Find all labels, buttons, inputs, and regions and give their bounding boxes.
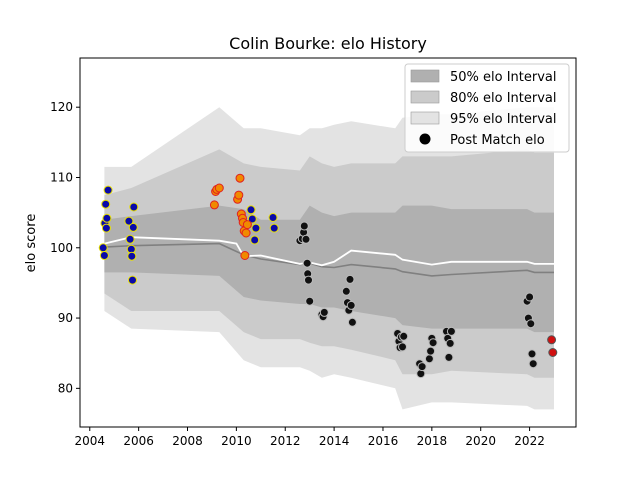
post-match-point <box>209 200 219 210</box>
y-tick-label: 120 <box>50 100 73 114</box>
post-match-point <box>128 275 137 285</box>
chart-title: Colin Bourke: elo History <box>229 34 427 53</box>
legend-swatch-points <box>419 133 431 145</box>
post-match-point <box>341 286 351 296</box>
post-match-point <box>240 251 250 260</box>
post-match-point <box>99 251 109 260</box>
post-match-point <box>446 326 456 336</box>
legend-swatch-band80 <box>410 90 440 104</box>
legend-label-points: Post Match elo <box>450 133 545 148</box>
post-match-point <box>424 354 434 364</box>
y-axis-ticks: 80 90 100 110 120 <box>50 100 80 395</box>
post-match-point <box>302 258 312 268</box>
post-match-point <box>241 228 251 238</box>
post-match-point <box>428 338 438 348</box>
post-match-point <box>234 190 244 200</box>
x-axis-ticks: 2004 2006 2008 2010 2012 2014 2016 2018 2020 2022 <box>74 427 545 448</box>
post-match-point <box>345 274 355 284</box>
post-match-point <box>242 220 252 230</box>
x-tick-label: 2022 <box>514 434 545 448</box>
x-tick-label: 2018 <box>417 434 448 448</box>
post-match-point <box>235 173 245 183</box>
post-match-point <box>347 317 357 327</box>
y-tick-label: 80 <box>58 381 73 395</box>
elo-lines <box>104 236 554 277</box>
post-match-point <box>129 202 139 212</box>
post-match-point <box>346 300 356 310</box>
post-match-point <box>269 223 279 233</box>
post-match-point <box>527 349 537 359</box>
band-50-interval <box>104 205 555 333</box>
post-match-point <box>299 221 309 231</box>
legend-label-band80: 80% elo Interval <box>450 91 557 106</box>
post-match-point <box>127 251 137 261</box>
post-match-point <box>251 223 261 233</box>
post-match-point <box>128 222 138 232</box>
x-tick-label: 2004 <box>74 434 105 448</box>
post-match-point <box>246 205 256 215</box>
y-tick-label: 90 <box>58 311 73 325</box>
mean-elo-line <box>104 236 554 267</box>
x-tick-label: 2012 <box>270 434 301 448</box>
post-match-point <box>301 234 311 244</box>
post-match-point <box>444 352 454 362</box>
median-elo-line <box>104 242 554 277</box>
post-match-point <box>417 362 427 372</box>
post-match-point <box>214 183 224 193</box>
x-tick-label: 2014 <box>319 434 350 448</box>
post-match-point <box>101 223 111 233</box>
post-match-point <box>268 213 278 222</box>
post-match-point <box>548 348 558 357</box>
legend-swatch-band50 <box>410 69 440 83</box>
post-match-point <box>101 199 111 209</box>
x-tick-label: 2008 <box>172 434 203 448</box>
x-tick-label: 2020 <box>465 434 496 448</box>
post-match-point <box>250 235 260 245</box>
legend-box <box>404 63 570 153</box>
post-match-point <box>247 214 257 224</box>
x-tick-label: 2010 <box>221 434 252 448</box>
post-match-point <box>399 331 409 341</box>
legend-label-band50: 50% elo Interval <box>450 70 557 85</box>
post-match-point <box>319 307 329 317</box>
post-match-point <box>102 213 112 223</box>
post-match-point <box>445 338 455 348</box>
x-tick-label: 2016 <box>368 434 399 448</box>
x-tick-label: 2006 <box>123 434 154 448</box>
y-tick-label: 110 <box>50 170 73 184</box>
post-match-point <box>525 292 535 302</box>
legend: 50% elo Interval 80% elo Interval 95% elo … <box>404 63 570 153</box>
post-match-points <box>98 173 558 379</box>
post-match-point <box>547 335 557 345</box>
post-match-point <box>124 216 134 226</box>
post-match-point <box>398 342 407 352</box>
post-match-point <box>426 346 436 356</box>
legend-swatch-band95 <box>410 111 440 125</box>
post-match-point <box>304 275 313 285</box>
post-match-point <box>305 296 315 306</box>
y-tick-label: 100 <box>50 241 73 255</box>
post-match-point <box>526 319 536 329</box>
post-match-point <box>125 234 135 244</box>
y-axis-label: elo score <box>24 214 39 273</box>
legend-label-band95: 95% elo Interval <box>450 112 557 127</box>
post-match-point <box>528 359 538 369</box>
post-match-point <box>98 243 108 253</box>
post-match-point <box>103 185 113 195</box>
plot-frame <box>79 57 577 428</box>
